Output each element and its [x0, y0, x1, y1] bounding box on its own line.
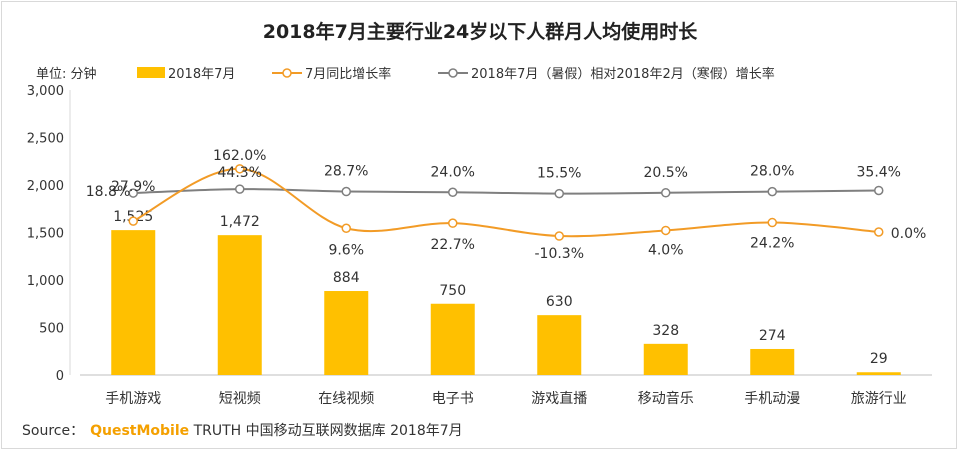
legend-marker-vacation [448, 68, 458, 78]
bar-value-label: 274 [759, 328, 786, 344]
yoy-growth-marker [128, 216, 138, 226]
y-axis: 0 500 1,000 1,500 2,000 2,500 3,000 [27, 84, 932, 384]
vacation-growth-marker [874, 185, 884, 196]
yoy-growth-marker [341, 223, 351, 234]
bar-8 [856, 372, 901, 375]
y-tick-label: 2,000 [27, 179, 64, 194]
yoy-growth-label: 9.6% [328, 242, 364, 258]
vacation-growth-label: 20.5% [644, 165, 688, 181]
source-suffix: TRUTH 中国移动互联网数据库 2018年7月 [189, 423, 463, 439]
y-tick-label: 0 [56, 369, 64, 384]
bar-value-label: 750 [439, 283, 466, 299]
vacation-growth-marker [767, 186, 777, 197]
vacation-growth-marker [341, 186, 351, 197]
vacation-growth-marker [235, 184, 245, 194]
yoy-growth-label: 162.0% [213, 148, 266, 164]
legend-marker-yoy [282, 68, 292, 78]
yoy-growth-label: 24.2% [750, 236, 794, 252]
legend-swatch-bars [137, 67, 165, 78]
legend-label-yoy: 7月同比增长率 [305, 66, 391, 82]
vacation-growth-label: 44.3% [218, 165, 262, 181]
bar-7 [750, 348, 795, 375]
category-label: 电子书 [432, 391, 474, 407]
yoy-growth-marker [661, 225, 671, 236]
bar-4 [430, 303, 475, 375]
category-label: 手机游戏 [105, 391, 161, 407]
yoy-growth-marker [235, 164, 245, 174]
bar-value-label: 884 [333, 270, 360, 286]
vacation-growth-marker [448, 187, 458, 198]
vacation-growth-marker [554, 188, 564, 199]
category-label: 手机动漫 [744, 391, 800, 407]
chart-title: 2018年7月主要行业24岁以下人群月人均使用时长 [263, 20, 699, 43]
yoy-growth-label: 0.0% [891, 226, 927, 242]
y-tick-label: 1,000 [27, 274, 64, 289]
vacation-growth-label: 28.0% [750, 164, 794, 180]
vacation-growth-label: 28.7% [324, 164, 368, 180]
yoy-growth-marker [448, 218, 458, 228]
yoy-growth-marker [767, 217, 777, 228]
yoy-growth-label: 27.9% [111, 179, 155, 195]
yoy-growth-marker [874, 227, 884, 237]
vacation-growth-line [133, 188, 879, 195]
bar-value-label: 1,472 [220, 214, 260, 230]
vacation-growth-marker [128, 188, 138, 198]
category-label: 移动音乐 [638, 390, 694, 407]
yoy-growth-label: 22.7% [431, 237, 475, 253]
vacation-growth-label: 18.8% [86, 184, 130, 200]
bar-5 [537, 315, 582, 375]
source-prefix: Source： [22, 423, 85, 439]
y-unit-label: 单位: 分钟 [36, 66, 97, 82]
category-label: 旅游行业 [851, 391, 907, 407]
category-label: 短视频 [219, 391, 261, 407]
y-tick-label: 3,000 [27, 84, 64, 99]
vacation-growth-label: 35.4% [857, 164, 901, 180]
bar-value-label: 630 [546, 294, 573, 310]
y-tick-label: 2,500 [27, 132, 64, 147]
vacation-growth-marker [661, 188, 671, 198]
line-series: 18.8% 44.3% 28.7% 24.0% 15.5% 20.5% 28.0% 35.4%… [86, 148, 927, 262]
bar-6 [643, 343, 688, 375]
y-tick-label: 1,500 [27, 227, 64, 242]
category-label: 游戏直播 [531, 390, 587, 407]
bar-2 [217, 235, 262, 375]
y-tick-label: 500 [39, 322, 64, 337]
bar-3 [324, 291, 369, 375]
yoy-growth-label: -10.3% [534, 246, 584, 262]
source-brand: QuestMobile [90, 423, 190, 439]
bar-value-label: 328 [652, 323, 679, 339]
x-axis: 手机游戏 短视频 在线视频 电子书 游戏直播 移动音乐 手机动漫 旅游行业 [105, 390, 907, 407]
vacation-growth-label: 15.5% [537, 166, 581, 182]
yoy-growth-marker [554, 231, 564, 241]
vacation-growth-label: 24.0% [431, 164, 475, 180]
yoy-growth-label: 4.0% [648, 242, 684, 258]
source-note: Source： QuestMobile TRUTH 中国移动互联网数据库 2018… [22, 420, 463, 440]
category-label: 在线视频 [318, 391, 374, 407]
legend-label-bars: 2018年7月 [168, 67, 235, 82]
bar-value-label: 29 [870, 351, 888, 367]
legend-label-vacation: 2018年7月（暑假）相对2018年2月（寒假）增长率 [471, 66, 775, 82]
bar-1 [111, 230, 156, 375]
